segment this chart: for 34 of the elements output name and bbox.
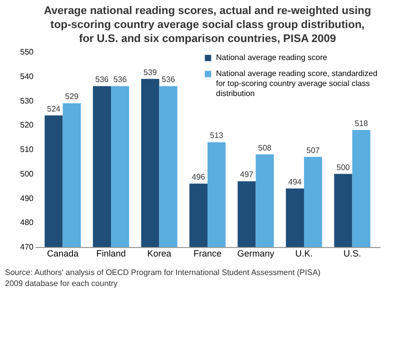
data-label: 497 (240, 170, 254, 180)
y-tick-label: 540 (20, 72, 34, 81)
data-label: 513 (210, 131, 224, 140)
y-tick-label: 500 (20, 169, 34, 178)
data-label: 524 (47, 104, 61, 114)
x-tick-label: Korea (147, 248, 172, 258)
x-tick-label: Germany (237, 248, 275, 258)
chart-title: Average national reading scores, actual and re-weighted using top-scoring country average social class group distribution, for U.S. and six comparison countries, PISA 2009 (44, 5, 372, 45)
data-label: 529 (65, 92, 80, 102)
y-tick-label: 490 (20, 194, 34, 203)
legend-label: National average reading score, standardized for top-scoring country average social class distribution (216, 69, 378, 98)
data-label: 508 (258, 143, 272, 152)
x-tick-label: U.K. (295, 248, 313, 258)
y-tick-label: 480 (20, 218, 34, 228)
x-tick-label: Finland (96, 248, 126, 258)
y-tick-label: 470 (20, 242, 34, 252)
source-note: Source: Authors' analysis of OECD Program for International Student Assessment (PISA) 2009 database for each country (5, 268, 321, 288)
x-tick-label: Canada (46, 248, 79, 258)
y-tick-label: 510 (20, 145, 34, 154)
y-tick-label: 530 (20, 96, 34, 106)
legend-label: National average reading score (216, 53, 328, 62)
data-label: 536 (162, 75, 176, 84)
x-tick-label: France (193, 248, 222, 258)
y-tick-label: 520 (20, 120, 34, 130)
data-label: 500 (336, 162, 350, 172)
data-label: 507 (306, 146, 320, 155)
y-tick-label: 550 (20, 48, 34, 56)
data-label: 536 (95, 75, 110, 84)
data-label: 496 (192, 172, 206, 182)
data-label: 518 (354, 119, 369, 128)
data-label: 536 (113, 75, 128, 84)
data-label: 539 (144, 68, 158, 77)
x-tick-label: U.S. (343, 248, 362, 258)
data-label: 494 (288, 178, 302, 186)
